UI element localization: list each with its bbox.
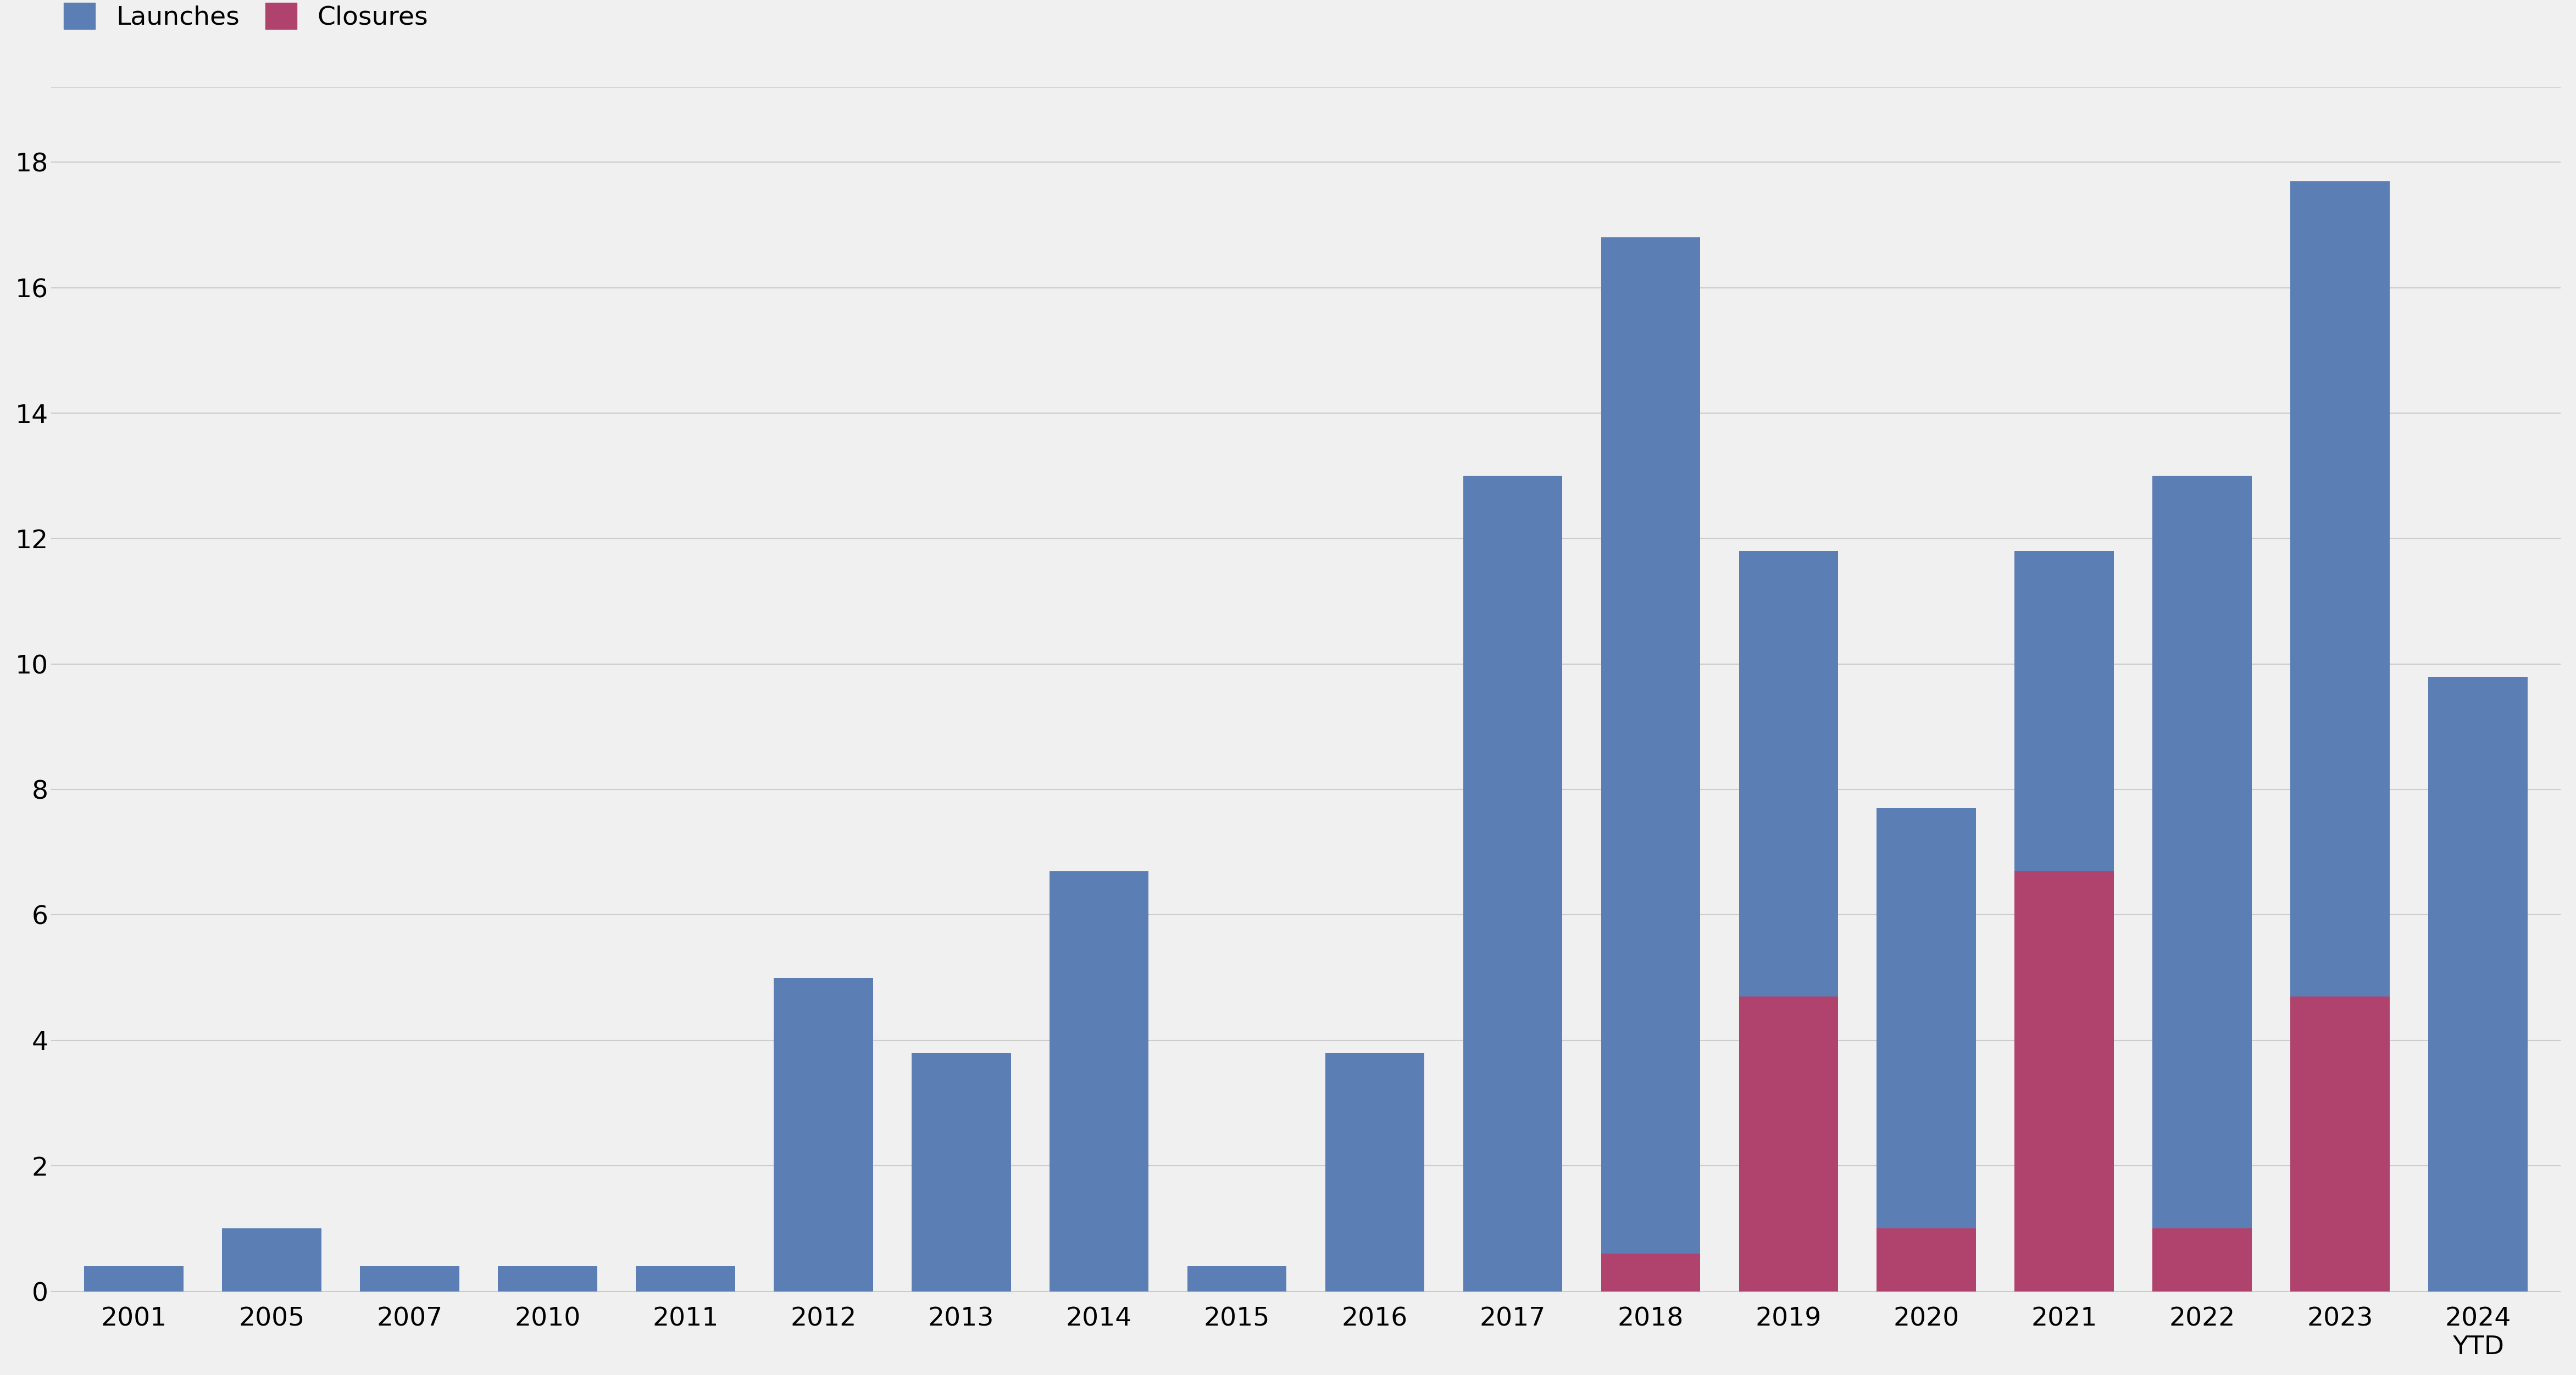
Bar <box>2429 676 2527 1291</box>
Legend: Launches, Closures: Launches, Closures <box>64 3 428 30</box>
Bar <box>2014 551 2115 1291</box>
Bar <box>2154 1228 2251 1291</box>
Bar <box>1463 476 1564 1291</box>
Bar <box>1324 1053 1425 1291</box>
Bar <box>2014 870 2115 1291</box>
Bar <box>1739 551 1839 1291</box>
Bar <box>912 1053 1010 1291</box>
Bar <box>361 1266 459 1291</box>
Bar <box>1188 1266 1285 1291</box>
Bar <box>773 978 873 1291</box>
Bar <box>1878 1228 1976 1291</box>
Bar <box>1739 997 1839 1291</box>
Bar <box>1048 870 1149 1291</box>
Bar <box>2290 182 2391 1291</box>
Bar <box>2290 997 2391 1291</box>
Bar <box>2154 476 2251 1291</box>
Bar <box>1878 808 1976 1291</box>
Bar <box>85 1266 183 1291</box>
Bar <box>636 1266 734 1291</box>
Bar <box>497 1266 598 1291</box>
Bar <box>1602 238 1700 1291</box>
Bar <box>222 1228 322 1291</box>
Bar <box>1602 1254 1700 1291</box>
